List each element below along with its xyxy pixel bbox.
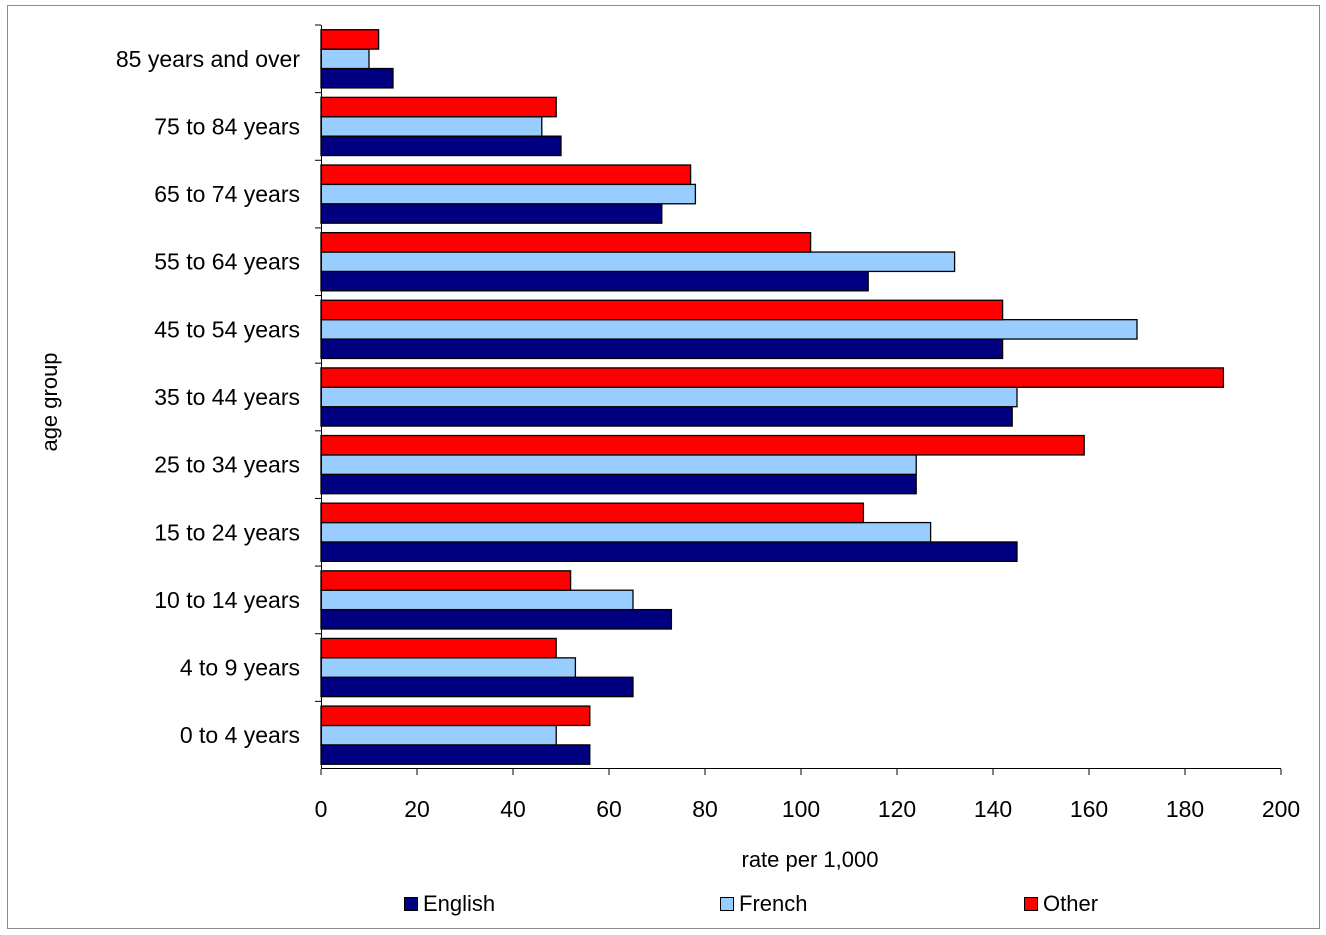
legend-item-other: Other bbox=[1024, 889, 1098, 919]
legend-swatch-french bbox=[720, 897, 734, 911]
bar-other-25-to-34-years bbox=[320, 434, 1085, 456]
bar-french-0-to-4-years bbox=[320, 724, 557, 746]
x-axis-title: rate per 1,000 bbox=[742, 847, 879, 872]
x-tick-label: 140 bbox=[974, 796, 1012, 822]
bar-other-4-to-9-years bbox=[320, 637, 557, 659]
bar-english-10-to-14-years bbox=[320, 608, 673, 630]
bar-other-75-to-84-years bbox=[320, 96, 557, 118]
y-tick-label: 0 to 4 years bbox=[180, 722, 300, 748]
y-tick-label: 25 to 34 years bbox=[154, 452, 300, 478]
legend-item-english: English bbox=[404, 889, 495, 919]
x-tick-label: 100 bbox=[782, 796, 820, 822]
x-tick-label: 160 bbox=[1070, 796, 1108, 822]
x-tick-label: 40 bbox=[500, 796, 526, 822]
bar-french-65-to-74-years bbox=[320, 183, 697, 205]
bar-english-0-to-4-years bbox=[320, 744, 591, 765]
legend-swatch-other bbox=[1024, 897, 1038, 911]
y-tick-label: 35 to 44 years bbox=[154, 384, 300, 410]
y-tick-label: 4 to 9 years bbox=[180, 655, 300, 681]
chart-frame bbox=[7, 5, 1320, 929]
x-tick-label: 20 bbox=[404, 796, 430, 822]
bar-french-25-to-34-years bbox=[320, 454, 917, 475]
y-tick-label: 55 to 64 years bbox=[154, 249, 300, 275]
bar-french-35-to-44-years bbox=[320, 386, 1018, 408]
bar-other-45-to-54-years bbox=[320, 299, 1004, 321]
y-tick-label: 45 to 54 years bbox=[154, 316, 300, 342]
bar-other-55-to-64-years bbox=[320, 231, 812, 253]
x-tick-label: 180 bbox=[1166, 796, 1204, 822]
bar-other-85-years-and-over bbox=[320, 29, 380, 50]
bar-other-35-to-44-years bbox=[320, 367, 1225, 388]
y-tick-label: 75 to 84 years bbox=[154, 113, 300, 139]
axes-layer bbox=[321, 25, 1281, 769]
bar-french-75-to-84-years bbox=[320, 116, 543, 137]
y-tick-label: 65 to 74 years bbox=[154, 181, 300, 207]
bar-english-65-to-74-years bbox=[320, 203, 663, 224]
bar-english-4-to-9-years bbox=[320, 676, 634, 698]
bar-french-45-to-54-years bbox=[320, 319, 1138, 340]
x-tick-label: 80 bbox=[692, 796, 718, 822]
bar-english-85-years-and-over bbox=[320, 67, 394, 89]
y-tick-label: 85 years and over bbox=[116, 46, 300, 72]
legend-label-french: French bbox=[739, 891, 808, 916]
y-axis-title: age group bbox=[37, 352, 62, 451]
bar-english-15-to-24-years bbox=[320, 541, 1018, 563]
bar-english-45-to-54-years bbox=[320, 338, 1004, 360]
bar-french-15-to-24-years bbox=[320, 521, 932, 543]
legend-label-english: English bbox=[423, 891, 496, 916]
x-tick-label: 200 bbox=[1262, 796, 1300, 822]
legend-label-other: Other bbox=[1043, 891, 1099, 916]
bar-english-55-to-64-years bbox=[320, 270, 869, 292]
bar-french-4-to-9-years bbox=[320, 657, 577, 678]
bar-english-25-to-34-years bbox=[320, 473, 917, 495]
bar-english-35-to-44-years bbox=[320, 406, 1013, 427]
bar-other-15-to-24-years bbox=[320, 502, 865, 524]
bar-french-85-years-and-over bbox=[320, 48, 370, 70]
bars-layer bbox=[320, 29, 1225, 765]
bar-french-55-to-64-years bbox=[320, 251, 956, 273]
bar-english-75-to-84-years bbox=[320, 135, 562, 157]
x-tick-label: 0 bbox=[315, 796, 328, 822]
bar-other-10-to-14-years bbox=[320, 570, 572, 591]
bar-other-0-to-4-years bbox=[320, 705, 591, 727]
y-tick-label: 15 to 24 years bbox=[154, 519, 300, 545]
bar-other-65-to-74-years bbox=[320, 164, 692, 186]
legend-item-french: French bbox=[720, 889, 807, 919]
y-tick-label: 10 to 14 years bbox=[154, 587, 300, 613]
legend-swatch-english bbox=[404, 897, 418, 911]
x-tick-label: 120 bbox=[878, 796, 916, 822]
legend: English French Other bbox=[0, 889, 1326, 919]
x-tick-label: 60 bbox=[596, 796, 622, 822]
bar-french-10-to-14-years bbox=[320, 589, 634, 611]
labels-layer: 0 to 4 years 4 to 9 years 10 to 14 years 15… bbox=[116, 46, 1300, 822]
ticks-layer bbox=[315, 24, 1282, 775]
